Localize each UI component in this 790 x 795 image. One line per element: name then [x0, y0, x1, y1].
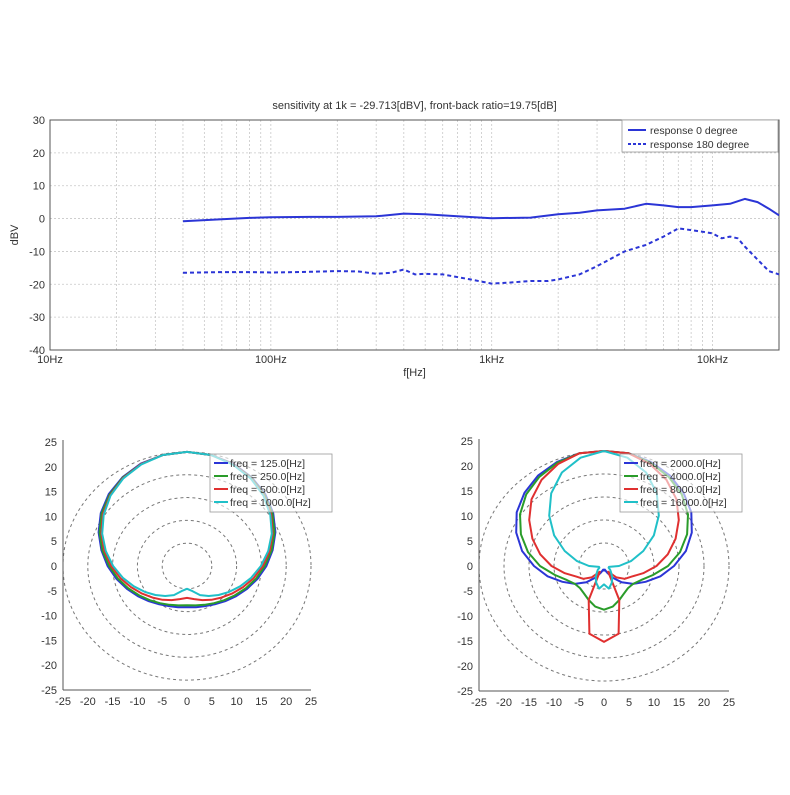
y-tick-label: 25: [461, 436, 473, 448]
y-tick-label: -20: [41, 660, 57, 672]
x-tick-label: 20: [280, 696, 292, 708]
y-tick-label: -20: [29, 279, 45, 291]
y-tick-label: -5: [463, 586, 473, 598]
x-tick-label: 100Hz: [255, 354, 287, 366]
legend: response 0 degree response 180 degree: [621, 119, 779, 153]
legend-label: freq = 500.0[Hz]: [230, 484, 305, 496]
x-tick-label: -25: [471, 697, 487, 709]
polar-series-1: [98, 450, 276, 607]
polar-series-2: [528, 450, 680, 643]
y-tick-label: 20: [45, 462, 57, 474]
y-tick-label: -25: [41, 685, 57, 697]
polar-series-0: [515, 450, 693, 585]
polar-plot-low-freq: -25-25 -20 -20 -15 -15 -10 -10 -5 -5 0 0 5 5 10 10 15 15…: [41, 437, 333, 708]
x-tick-label: -20: [80, 696, 96, 708]
x-tick-label: -15: [105, 696, 121, 708]
x-axis-label: f[Hz]: [403, 367, 426, 379]
y-tick-label: 25: [45, 437, 57, 449]
polar-ring: [87, 474, 287, 658]
legend: freq = 2000.0[Hz]freq = 4000.0[Hz]freq =…: [619, 453, 743, 513]
x-tick-label: -5: [157, 696, 167, 708]
legend-label: freq = 4000.0[Hz]: [640, 471, 721, 483]
y-tick-label: -20: [457, 661, 473, 673]
frequency-response-chart: -40 -30 -20 -10 0 10 20 30 10Hz 100Hz 1kHz 10kHz sen…: [9, 100, 780, 379]
y-tick-label: 10: [461, 511, 473, 523]
x-tick-label: 15: [255, 696, 267, 708]
legend-label: freq = 1000.0[Hz]: [230, 497, 311, 509]
polar-ring: [528, 496, 680, 636]
x-tick-label: 5: [626, 697, 632, 709]
x-tick-label: 10Hz: [37, 354, 63, 366]
x-tick-label: 15: [673, 697, 685, 709]
y-tick-label: -15: [457, 636, 473, 648]
y-tick-label: 15: [45, 487, 57, 499]
legend-label: response 0 degree: [650, 125, 738, 137]
x-tick-label: -20: [496, 697, 512, 709]
y-tick-label: 0: [39, 214, 45, 226]
polar-series-1: [519, 450, 689, 611]
x-tick-label: -25: [55, 696, 71, 708]
legend-label: freq = 8000.0[Hz]: [640, 484, 721, 496]
y-tick-label: -25: [457, 686, 473, 698]
legend-label: freq = 125.0[Hz]: [230, 458, 305, 470]
x-tick-label: -15: [521, 697, 537, 709]
y-tick-label: 5: [467, 536, 473, 548]
legend-box: [209, 453, 333, 513]
legend-box: [619, 453, 743, 513]
x-tick-label: 0: [601, 697, 607, 709]
plot-area: [50, 120, 779, 350]
legend-box: [621, 119, 779, 153]
y-tick-label: -10: [41, 611, 57, 623]
x-tick-label: 10kHz: [697, 354, 728, 366]
x-tick-label: -10: [129, 696, 145, 708]
x-tick-label: 25: [723, 697, 735, 709]
y-axis-label: dBV: [9, 224, 21, 245]
y-tick-label: 10: [33, 181, 45, 193]
y-tick-label: 20: [33, 148, 45, 160]
y-tick-label: -30: [29, 312, 45, 324]
series-line-response-0-degree: [182, 197, 780, 223]
x-tick-label: 1kHz: [479, 354, 504, 366]
y-tick-label: -15: [41, 635, 57, 647]
legend: freq = 125.0[Hz]freq = 250.0[Hz]freq = 5…: [209, 453, 333, 513]
y-tick-label: 15: [461, 486, 473, 498]
y-tick-label: 20: [461, 461, 473, 473]
y-tick-label: -5: [47, 586, 57, 598]
x-tick-label: 10: [648, 697, 660, 709]
chart-title: sensitivity at 1k = -29.713[dBV], front-…: [272, 100, 556, 112]
y-tick-label: 30: [33, 115, 45, 127]
x-tick-label: 20: [698, 697, 710, 709]
x-tick-label: 10: [230, 696, 242, 708]
polar-series-3: [548, 450, 660, 590]
polar-ring: [136, 519, 238, 613]
y-tick-label: 0: [467, 561, 473, 573]
legend-label: freq = 250.0[Hz]: [230, 471, 305, 483]
y-tick-label: 10: [45, 511, 57, 523]
polar-ring: [578, 542, 630, 590]
x-tick-label: 0: [184, 696, 190, 708]
y-tick-label: -40: [29, 345, 45, 357]
x-tick-label: 25: [305, 696, 317, 708]
x-tick-label: 5: [209, 696, 215, 708]
legend-label: freq = 16000.0[Hz]: [640, 497, 727, 509]
legend-label: freq = 2000.0[Hz]: [640, 458, 721, 470]
polar-plot-high-freq: -25-25 -20 -20 -15 -15 -10 -10 -5 -5 0 0 5 5 10 10 15 15…: [457, 436, 743, 709]
polar-series-3: [101, 450, 273, 597]
plot-frame: [49, 119, 780, 351]
x-tick-label: -10: [546, 697, 562, 709]
y-tick-label: -10: [457, 611, 473, 623]
polar-ring: [553, 519, 655, 613]
y-tick-label: 0: [51, 561, 57, 573]
x-tick-label: -5: [574, 697, 584, 709]
legend-label: response 180 degree: [650, 139, 749, 151]
polar-ring: [503, 473, 705, 659]
y-tick-label: 5: [51, 536, 57, 548]
y-tick-label: -10: [29, 246, 45, 258]
series-line-response-180-degree: [182, 227, 780, 285]
